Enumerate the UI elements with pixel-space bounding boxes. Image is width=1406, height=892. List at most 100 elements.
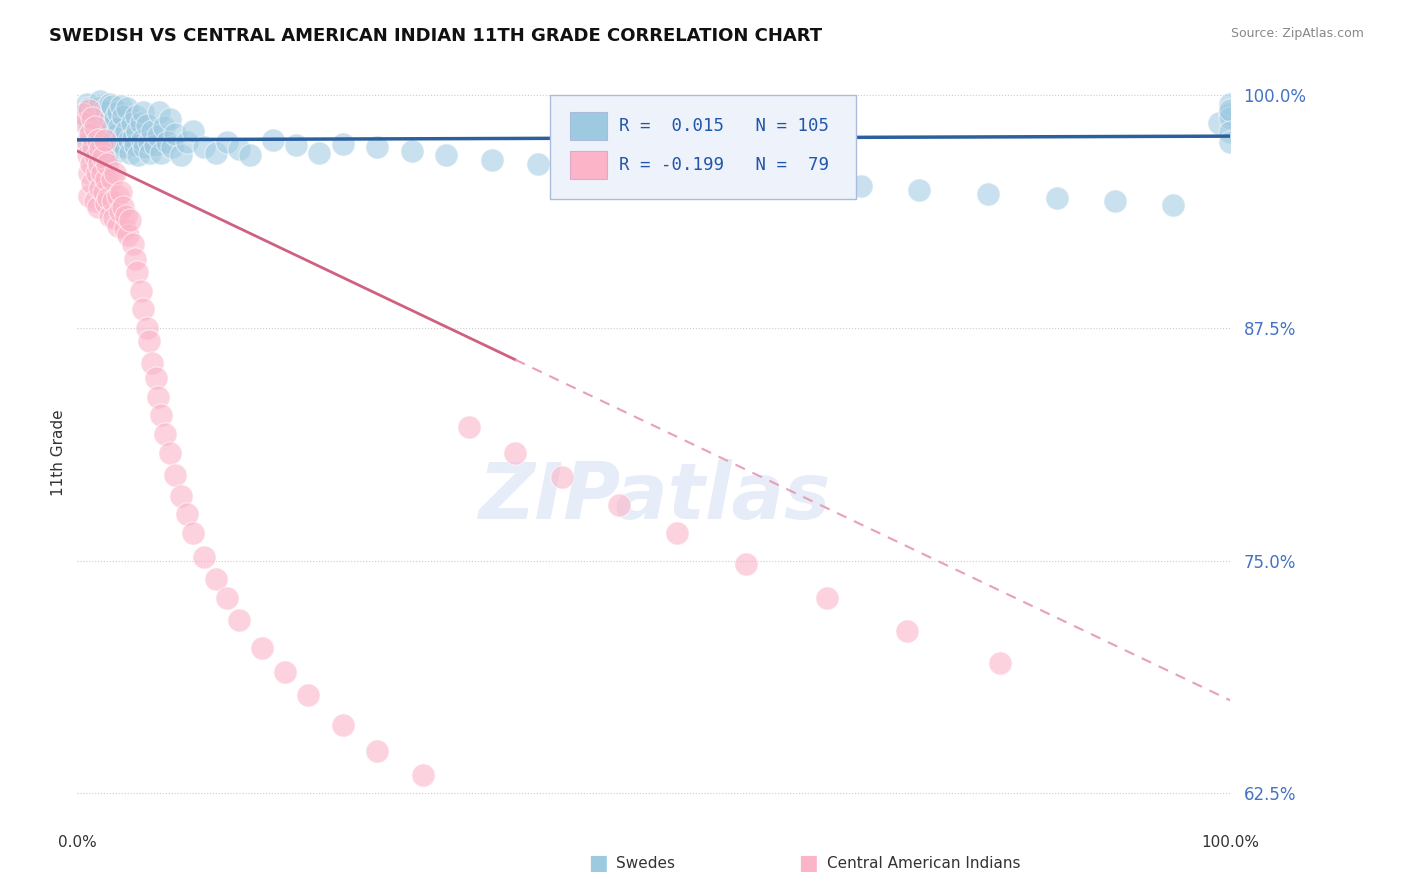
Point [607, 498, 630, 512]
Point [82, 176, 104, 190]
Point [112, 129, 135, 144]
Text: Swedes: Swedes [616, 856, 675, 871]
Point [129, 284, 152, 298]
Point [332, 717, 354, 731]
Point [104, 166, 127, 180]
Text: Central American Indians: Central American Indians [827, 856, 1021, 871]
Point [170, 489, 193, 503]
Point [118, 133, 141, 147]
Point [93, 103, 115, 117]
Text: ■: ■ [799, 854, 818, 873]
Point [80, 157, 103, 171]
Point [150, 145, 173, 160]
Point [146, 390, 169, 404]
Point [82, 140, 104, 154]
Point [83, 194, 105, 209]
Point [101, 133, 124, 147]
Point [77, 116, 100, 130]
Point [108, 203, 131, 218]
Point [217, 591, 239, 605]
Point [84, 150, 107, 164]
Point [77, 188, 100, 202]
Bar [569, 112, 606, 140]
Point [851, 179, 873, 194]
Text: Source: ZipAtlas.com: Source: ZipAtlas.com [1230, 27, 1364, 40]
Point [115, 101, 138, 115]
Point [412, 768, 434, 782]
Point [98, 209, 121, 223]
Point [146, 129, 169, 144]
Point [1219, 97, 1241, 112]
Text: ■: ■ [588, 854, 607, 873]
Point [87, 200, 110, 214]
Point [114, 222, 136, 236]
Point [165, 128, 187, 142]
Point [121, 237, 143, 252]
Point [160, 140, 183, 154]
Point [103, 211, 125, 225]
Point [181, 525, 204, 540]
Point [176, 507, 198, 521]
Point [366, 744, 388, 758]
Point [91, 150, 114, 164]
Point [505, 446, 527, 460]
Point [250, 641, 273, 656]
Point [125, 109, 148, 123]
Point [94, 133, 117, 147]
Point [274, 665, 297, 680]
Point [96, 123, 118, 137]
Y-axis label: 11th Grade: 11th Grade [51, 409, 66, 496]
Point [112, 109, 135, 123]
Point [101, 172, 124, 186]
Point [101, 194, 124, 209]
Point [110, 99, 132, 113]
Point [90, 166, 112, 180]
Point [107, 104, 129, 119]
Point [434, 148, 457, 162]
Point [89, 135, 111, 149]
Point [148, 104, 170, 119]
Point [153, 120, 174, 134]
Point [107, 219, 129, 233]
Point [135, 321, 157, 335]
Point [107, 188, 129, 202]
Point [107, 140, 129, 154]
Point [401, 144, 423, 158]
Point [1161, 198, 1184, 212]
Point [332, 136, 354, 151]
Point [181, 123, 204, 137]
Point [815, 591, 838, 605]
Point [153, 427, 176, 442]
Point [481, 153, 503, 168]
Point [170, 148, 193, 162]
Point [76, 97, 98, 112]
Point [121, 131, 143, 145]
Point [1219, 103, 1241, 117]
Point [193, 140, 215, 154]
Point [76, 135, 98, 149]
Point [114, 123, 136, 137]
Point [550, 470, 572, 484]
Point [139, 145, 162, 160]
Point [87, 128, 110, 142]
Point [132, 104, 155, 119]
Point [87, 101, 110, 115]
Point [77, 103, 100, 117]
Point [988, 656, 1011, 670]
Point [112, 200, 135, 214]
Point [228, 142, 250, 156]
Point [87, 133, 110, 147]
Point [135, 118, 157, 132]
Point [100, 142, 122, 156]
Point [91, 136, 114, 151]
Point [138, 334, 160, 348]
Point [156, 135, 179, 149]
Point [793, 176, 815, 190]
Point [108, 135, 131, 149]
Point [1208, 116, 1230, 130]
Point [285, 138, 308, 153]
Point [204, 145, 226, 160]
Point [98, 112, 121, 127]
Point [262, 133, 284, 147]
Point [1219, 125, 1241, 139]
